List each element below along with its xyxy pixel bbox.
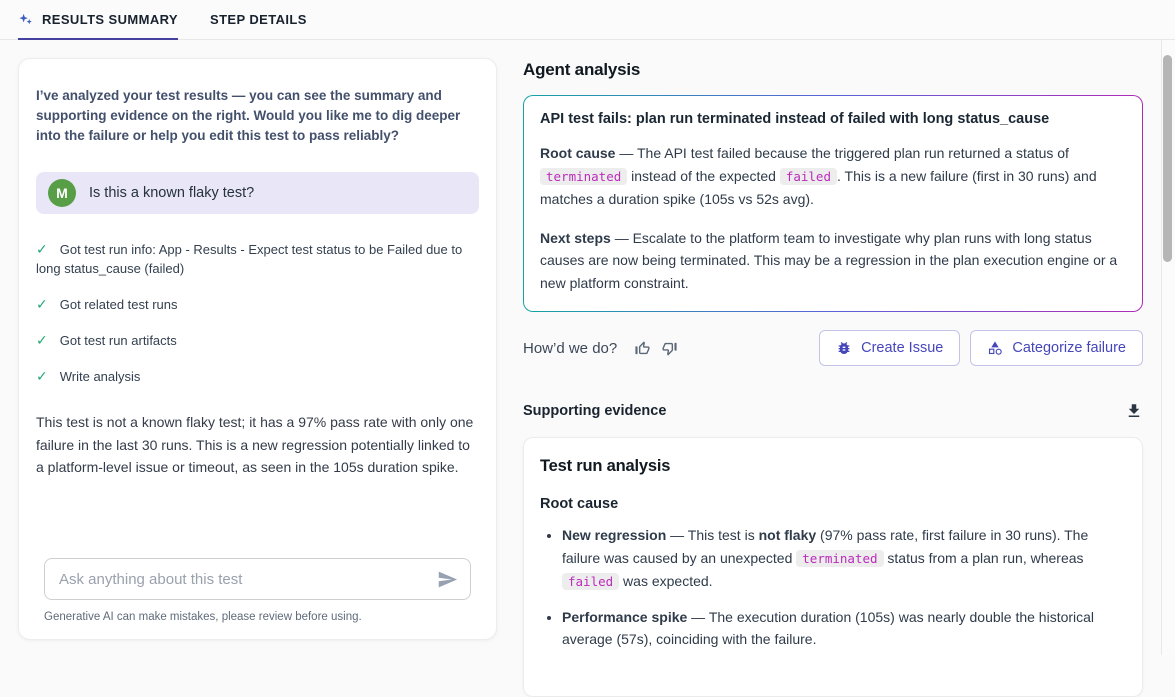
evidence-bullet-list: New regression — This test is not flaky … — [540, 524, 1126, 651]
avatar: M — [48, 179, 76, 207]
evidence-card-title: Test run analysis — [540, 457, 1126, 476]
tab-step-details-label: STEP DETAILS — [210, 12, 307, 27]
scrollbar-thumb[interactable] — [1163, 55, 1172, 262]
evidence-bullet: New regression — This test is not flaky … — [562, 524, 1126, 594]
step-label: Got test run artifacts — [60, 333, 177, 348]
tab-results-summary[interactable]: RESULTS SUMMARY — [18, 0, 178, 40]
evidence-section-heading: Root cause — [540, 496, 1126, 512]
step-item: ✓ Got test run artifacts — [36, 331, 479, 350]
categorize-failure-button[interactable]: Categorize failure — [970, 330, 1143, 366]
main-content: I’ve analyzed your test results — you ca… — [0, 40, 1175, 655]
tab-results-summary-label: RESULTS SUMMARY — [42, 12, 178, 27]
analysis-root-cause: Root cause — The API test failed because… — [540, 142, 1126, 211]
thumbs-up-icon — [634, 340, 651, 357]
step-label: Write analysis — [60, 369, 141, 384]
thumbs-down-icon — [661, 340, 678, 357]
chat-panel: I’ve analyzed your test results — you ca… — [18, 58, 497, 640]
step-item: ✓ Write analysis — [36, 367, 479, 386]
analysis-card-title: API test fails: plan run terminated inst… — [540, 111, 1126, 127]
scrollbar-track[interactable] — [1161, 40, 1175, 655]
feedback-row: How’d we do? Create Issue — [523, 330, 1143, 366]
agent-analysis-panel: Agent analysis API test fails: plan run … — [523, 40, 1143, 697]
supporting-evidence-title: Supporting evidence — [523, 403, 666, 419]
analysis-card: API test fails: plan run terminated inst… — [523, 95, 1143, 312]
create-issue-label: Create Issue — [861, 340, 943, 356]
thumbs-down-button[interactable] — [656, 340, 683, 357]
user-message: M Is this a known flaky test? — [36, 172, 479, 214]
evidence-bullet: Performance spike — The execution durati… — [562, 606, 1126, 651]
agent-analysis-title: Agent analysis — [523, 60, 1143, 80]
chat-input[interactable] — [57, 570, 437, 589]
bug-icon — [836, 340, 852, 356]
chat-intro: I’ve analyzed your test results — you ca… — [36, 86, 479, 146]
step-item: ✓Got test run info: App - Results - Expe… — [36, 240, 479, 278]
chat-input-container — [44, 558, 471, 600]
steps-list: ✓Got test run info: App - Results - Expe… — [36, 240, 479, 403]
step-item: ✓ Got related test runs — [36, 295, 479, 314]
check-icon: ✓ — [36, 368, 48, 384]
check-icon: ✓ — [36, 296, 48, 312]
category-icon — [987, 340, 1003, 356]
download-button[interactable] — [1125, 402, 1143, 420]
feedback-label: How’d we do? — [523, 340, 617, 357]
step-label: Got test run info: App - Results - Expec… — [36, 242, 462, 276]
send-icon — [437, 569, 458, 590]
categorize-failure-label: Categorize failure — [1012, 340, 1126, 356]
check-icon: ✓ — [36, 241, 48, 257]
send-button[interactable] — [437, 569, 458, 590]
chat-analysis-text: This test is not a known flaky test; it … — [36, 411, 479, 479]
step-label: Got related test runs — [60, 297, 178, 312]
tab-step-details[interactable]: STEP DETAILS — [210, 0, 307, 40]
download-icon — [1125, 402, 1143, 420]
create-issue-button[interactable]: Create Issue — [819, 330, 960, 366]
action-buttons: Create Issue Categorize failure — [819, 330, 1143, 366]
analysis-next-steps: Next steps — Escalate to the platform te… — [540, 227, 1126, 295]
tab-bar: RESULTS SUMMARY STEP DETAILS — [0, 0, 1175, 40]
supporting-evidence-header: Supporting evidence — [523, 402, 1143, 420]
evidence-card: Test run analysis Root cause New regress… — [523, 437, 1143, 697]
chat-disclaimer: Generative AI can make mistakes, please … — [44, 611, 471, 623]
sparkle-icon — [18, 12, 33, 27]
user-message-text: Is this a known flaky test? — [89, 185, 254, 201]
thumbs-up-button[interactable] — [629, 340, 656, 357]
check-icon: ✓ — [36, 332, 48, 348]
